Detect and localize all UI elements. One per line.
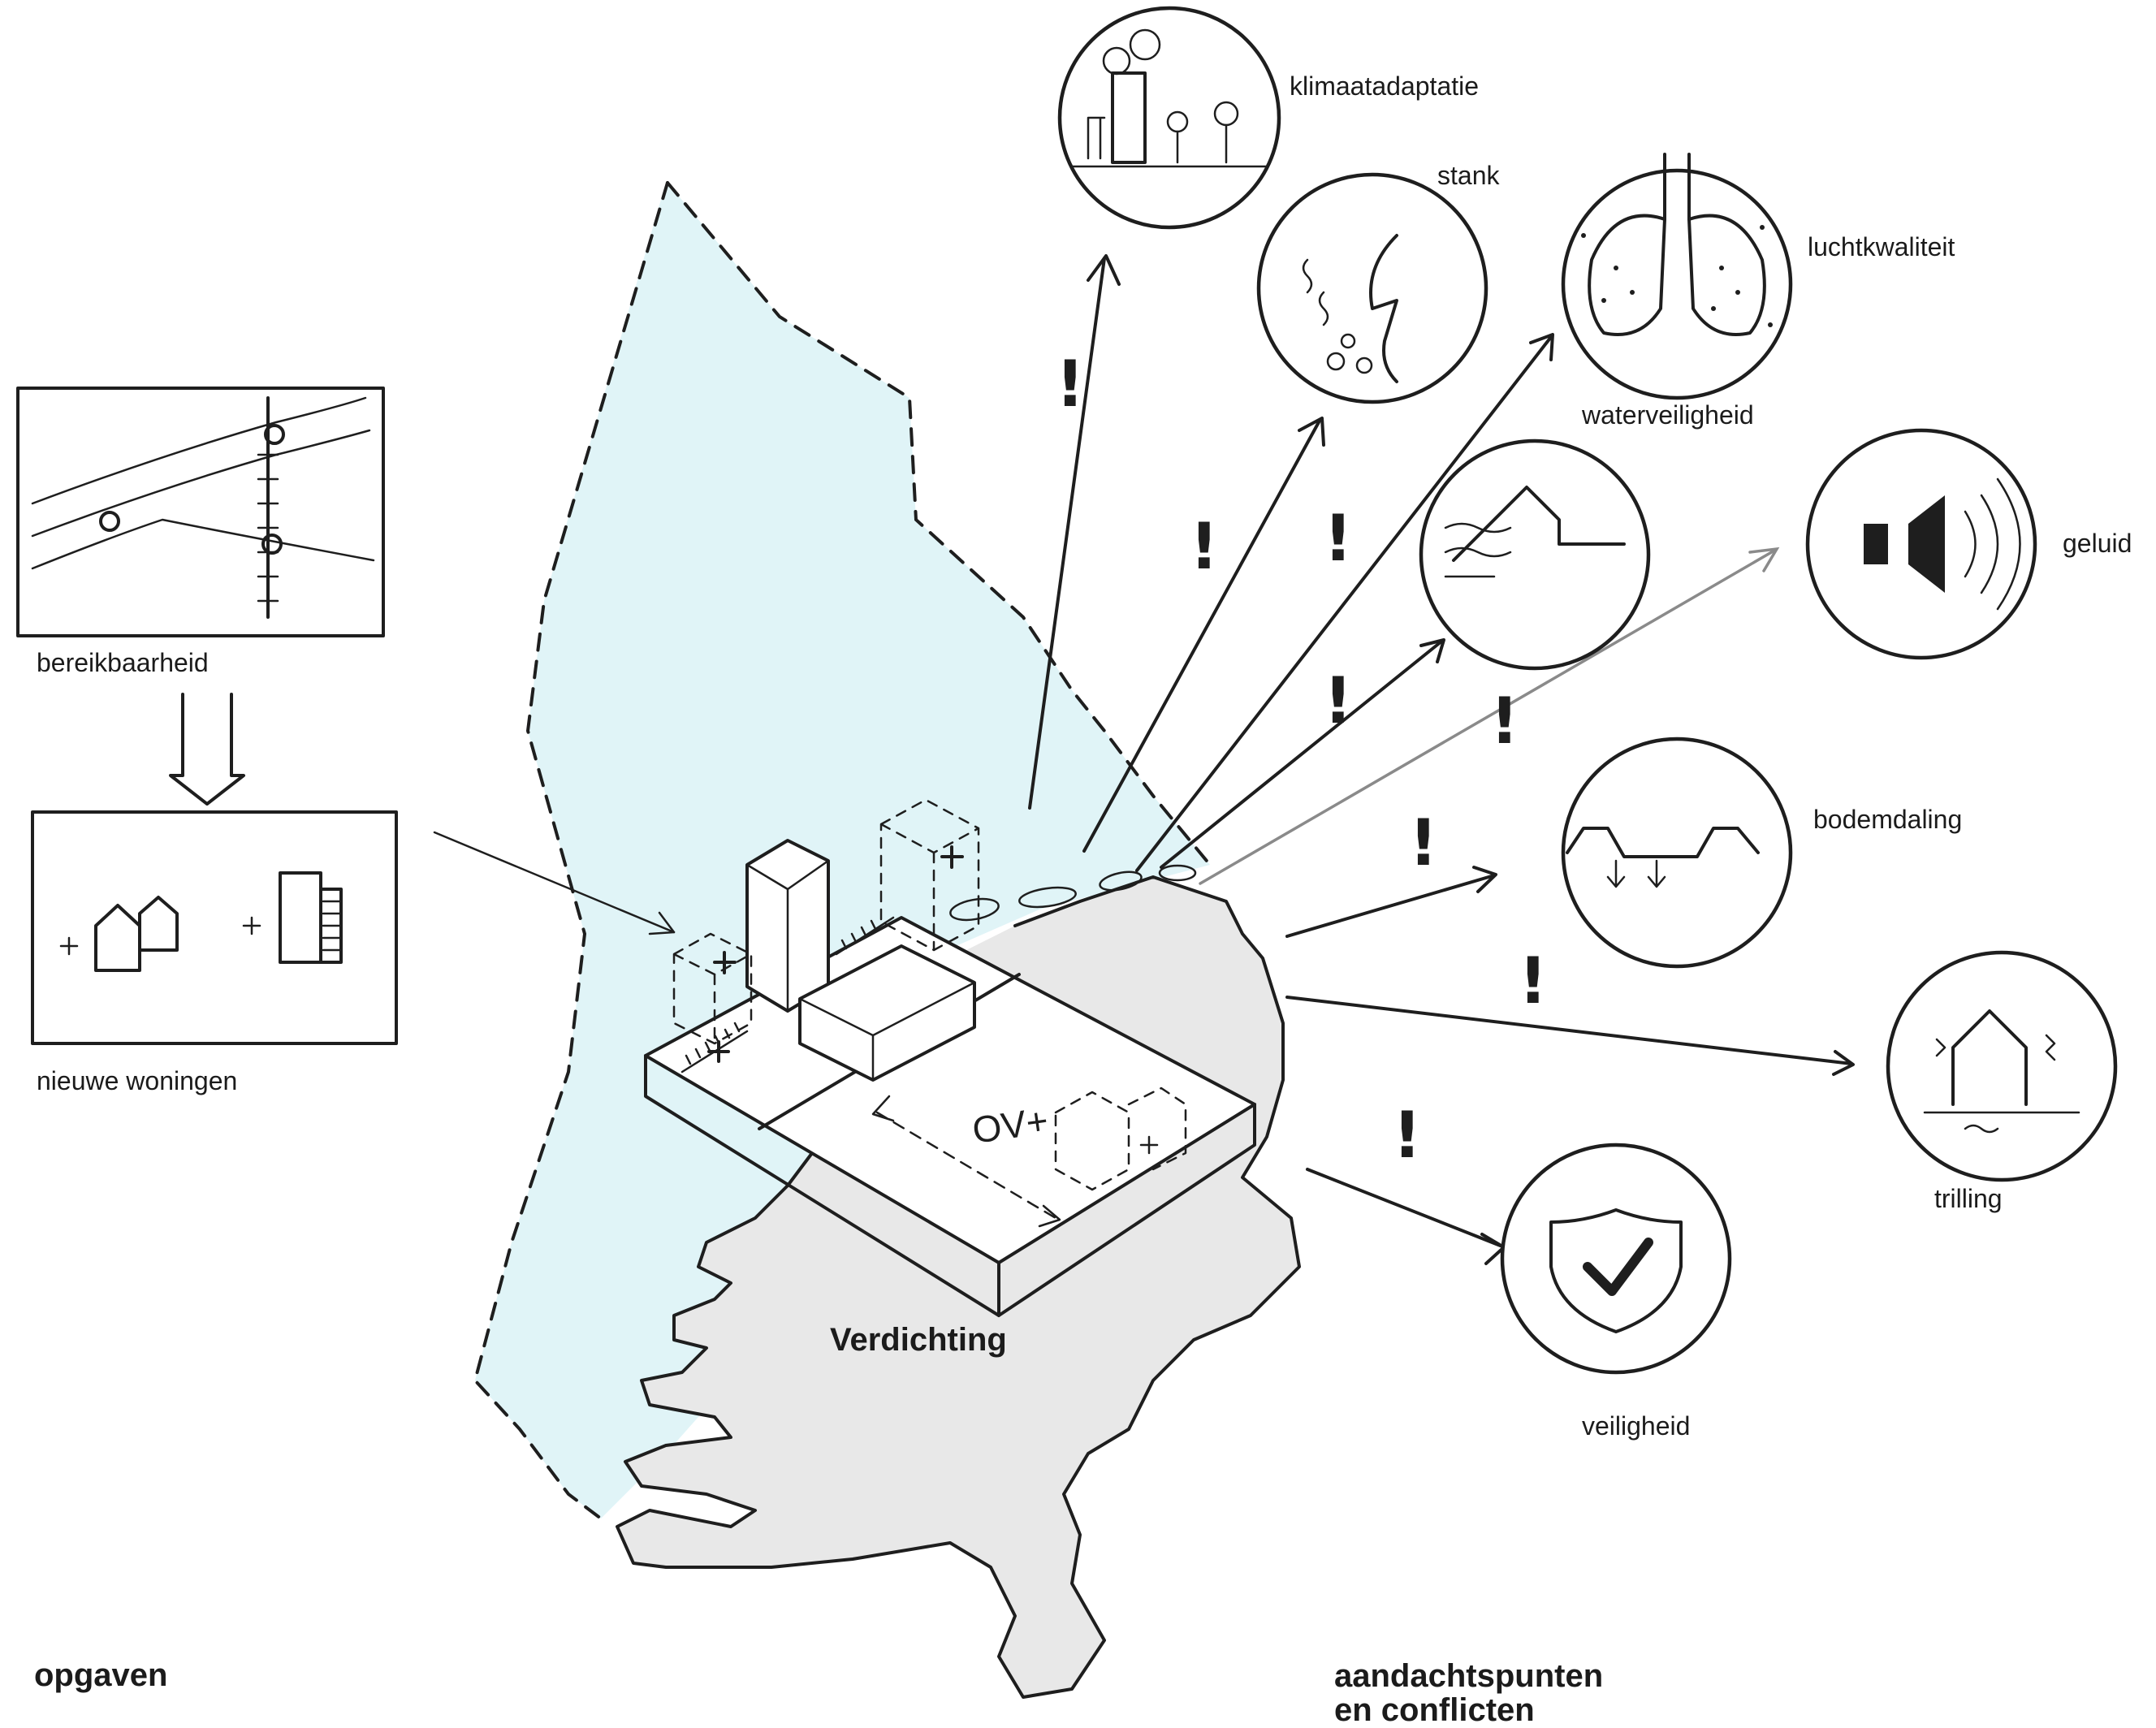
warning-marks: ! ! ! ! ! ! ! !: [1056, 348, 1548, 1173]
label-bereikbaarheid: bereikbaarheid: [37, 648, 209, 677]
ov-plus-label: OV+: [970, 1099, 1051, 1151]
klimaatadaptatie-circle: [1057, 6, 1281, 230]
warning-mark: !: [1490, 685, 1519, 758]
section-title-opgaven: opgaven: [34, 1657, 168, 1693]
label-bodemdaling: bodemdaling: [1813, 805, 1963, 834]
label-luchtkwaliteit: luchtkwaliteit: [1808, 232, 1955, 261]
label-klimaatadaptatie: klimaatadaptatie: [1290, 71, 1480, 101]
nieuwe-woningen-panel: [31, 810, 398, 1045]
label-stank: stank: [1437, 161, 1500, 190]
sea-boundary-dashed-west: [473, 181, 669, 1520]
conflict-arrows: [1028, 254, 1855, 1265]
sea-boundary-dashed: [666, 181, 1212, 866]
label-veiligheid: veiligheid: [1582, 1411, 1691, 1441]
warning-mark: !: [1519, 945, 1548, 1018]
stank-circle: [1256, 172, 1488, 404]
warning-mark: !: [1409, 807, 1438, 880]
label-trilling: trilling: [1934, 1184, 2003, 1213]
label-waterveiligheid: waterveiligheid: [1582, 400, 1754, 430]
bereikbaarheid-panel: [16, 387, 385, 637]
wadden-islands: [949, 864, 1197, 922]
trilling-circle: [1886, 950, 2118, 1182]
luchtkwaliteit-circle: [1561, 153, 1793, 400]
label-geluid: geluid: [2063, 529, 2132, 558]
arrow-to-verdichting: [433, 831, 676, 934]
bodemdaling-circle: [1561, 737, 1793, 969]
netherlands-outline: [616, 875, 1301, 1699]
geluid-circle: [1805, 428, 2037, 660]
warning-mark: !: [1056, 348, 1085, 421]
veiligheid-circle: [1500, 1143, 1732, 1375]
down-arrow: [169, 693, 245, 806]
verdichting-block: [644, 798, 1256, 1317]
warning-mark: !: [1324, 503, 1353, 576]
warning-mark: !: [1190, 511, 1219, 584]
warning-mark: !: [1324, 665, 1353, 738]
sea-area: [475, 183, 1210, 1518]
label-nieuwe-woningen: nieuwe woningen: [37, 1066, 238, 1095]
waterveiligheid-circle: [1419, 438, 1651, 671]
warning-mark: !: [1393, 1099, 1422, 1173]
label-verdichting: Verdichting: [830, 1322, 1007, 1358]
section-title-aandachtspunten: aandachtspunten en conflicten: [1334, 1658, 1604, 1728]
